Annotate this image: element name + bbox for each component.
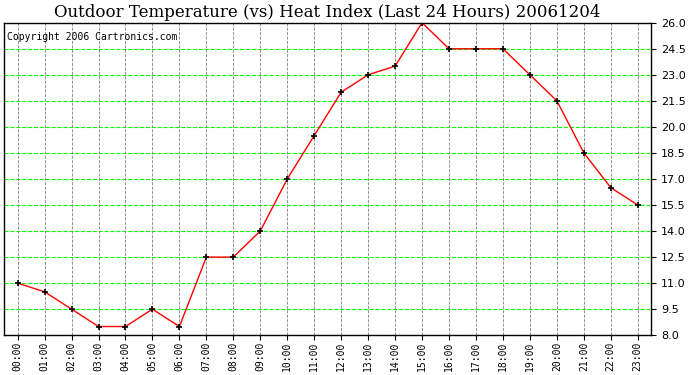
- Title: Outdoor Temperature (vs) Heat Index (Last 24 Hours) 20061204: Outdoor Temperature (vs) Heat Index (Las…: [55, 4, 601, 21]
- Text: Copyright 2006 Cartronics.com: Copyright 2006 Cartronics.com: [8, 32, 178, 42]
